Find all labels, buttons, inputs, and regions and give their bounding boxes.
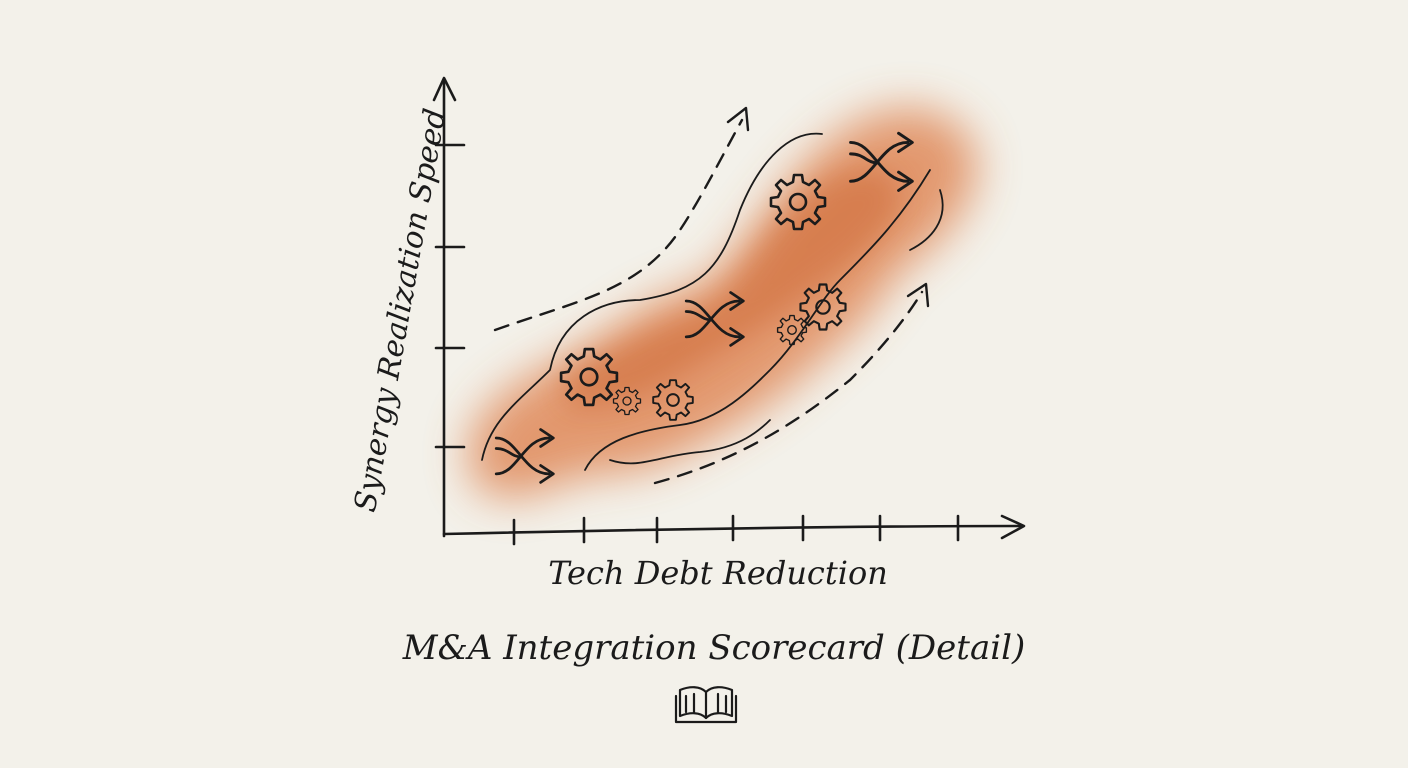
x-axis-label: Tech Debt Reduction	[548, 554, 888, 592]
y-axis	[432, 76, 466, 538]
x-axis	[442, 514, 1026, 546]
trend-arrows	[493, 106, 930, 485]
y-axis-label: Synergy Realization Speed	[348, 106, 453, 515]
contour-lines	[481, 132, 944, 471]
diagram-title: M&A Integration Scorecard (Detail)	[402, 628, 1025, 668]
watercolor-region	[468, 108, 978, 498]
open-book-icon	[674, 686, 738, 724]
